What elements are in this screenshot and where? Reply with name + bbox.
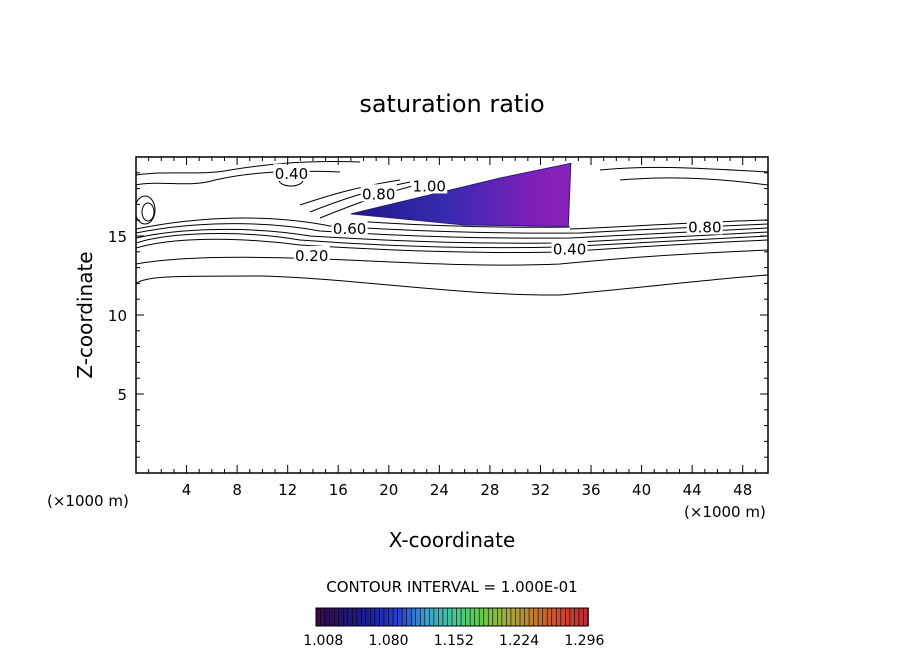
colorbar-tick-label: 1.296 (564, 633, 604, 649)
contour-label-bg (331, 219, 368, 237)
colorbar (315, 607, 589, 627)
contour-line-0.90 (339, 219, 571, 228)
y-axis-label: Z-coordinate (73, 251, 97, 378)
x-tick-label: 24 (430, 481, 449, 499)
x-ticks: 4 8 12 16 20 24 28 32 36 40 44 48 (148, 157, 756, 499)
contour-ellipse-1 (136, 195, 156, 225)
contour-line-right-upper (599, 166, 768, 173)
contour-labels: 0.20 0.40 0.40 0.60 0.80 0.80 1.00 (273, 163, 723, 265)
x-tick-label: 20 (379, 481, 398, 499)
contour-label: 1.00 (413, 177, 446, 195)
colorbar-frame (315, 607, 589, 627)
contour-line-upper-3 (299, 179, 401, 206)
y-tick-label: 5 (117, 386, 127, 404)
x-tick-label: 12 (278, 481, 297, 499)
x-tick-label: 48 (733, 481, 752, 499)
contour-label: 0.60 (333, 220, 366, 238)
x-tick-label: 28 (480, 481, 499, 499)
y-tick-label: 10 (108, 307, 127, 325)
contour-interval-text: CONTOUR INTERVAL = 1.000E-01 (326, 578, 577, 596)
contour-label: 0.40 (275, 165, 308, 183)
x-axis-label: X-coordinate (389, 528, 516, 552)
x-tick-label: 16 (329, 481, 348, 499)
x-tick-label: 8 (232, 481, 242, 499)
y-ticks: 5 10 15 (108, 172, 768, 458)
x-unit-label: (×1000 m) (684, 503, 766, 521)
contour-label: 0.80 (688, 219, 721, 237)
colorbar-tick-label: 1.008 (303, 633, 343, 649)
y-tick-label: 15 (108, 228, 127, 246)
contour-label: 0.80 (362, 185, 395, 203)
x-tick-label: 32 (531, 481, 550, 499)
contour-line-0.10 (136, 274, 768, 296)
contour-line-0.30 (136, 238, 768, 254)
contour-label: 0.40 (553, 241, 586, 259)
contour-lines (136, 161, 768, 296)
contour-line-0.40 (136, 233, 768, 249)
contour-line-0.80 (569, 219, 768, 230)
contour-label-bg (360, 184, 397, 202)
contour-label-bg (686, 217, 723, 235)
contour-label-bg (411, 176, 448, 194)
z-unit-label: (×1000 m) (47, 492, 129, 510)
colorbar-tick-label: 1.152 (434, 633, 474, 649)
x-tick-label: 40 (632, 481, 651, 499)
colorbar-tick-label: 1.224 (499, 633, 539, 649)
contour-line-0.60 (136, 223, 768, 239)
contour-line-upper-1 (136, 161, 361, 176)
contour-label-bg (551, 239, 588, 257)
colorbar-labels: 1.008 1.080 1.152 1.224 1.296 (303, 633, 604, 649)
contour-label: 0.20 (295, 247, 328, 265)
contour-label-bg (273, 163, 310, 181)
contour-line-upper-4 (309, 181, 411, 213)
chart-title: saturation ratio (359, 90, 544, 118)
contour-label-bg (293, 245, 330, 263)
contour-line-0.70 (136, 217, 768, 234)
contour-ellipse-2 (141, 202, 155, 222)
colorbar-tick-label: 1.080 (368, 633, 408, 649)
contour-line-0.20 (136, 249, 768, 266)
x-tick-label: 44 (683, 481, 702, 499)
supersaturated-region (350, 162, 572, 228)
contour-line-0.50 (136, 228, 768, 244)
x-tick-label: 36 (581, 481, 600, 499)
contour-line-right-upper-2 (619, 177, 768, 186)
x-tick-label: 4 (182, 481, 192, 499)
